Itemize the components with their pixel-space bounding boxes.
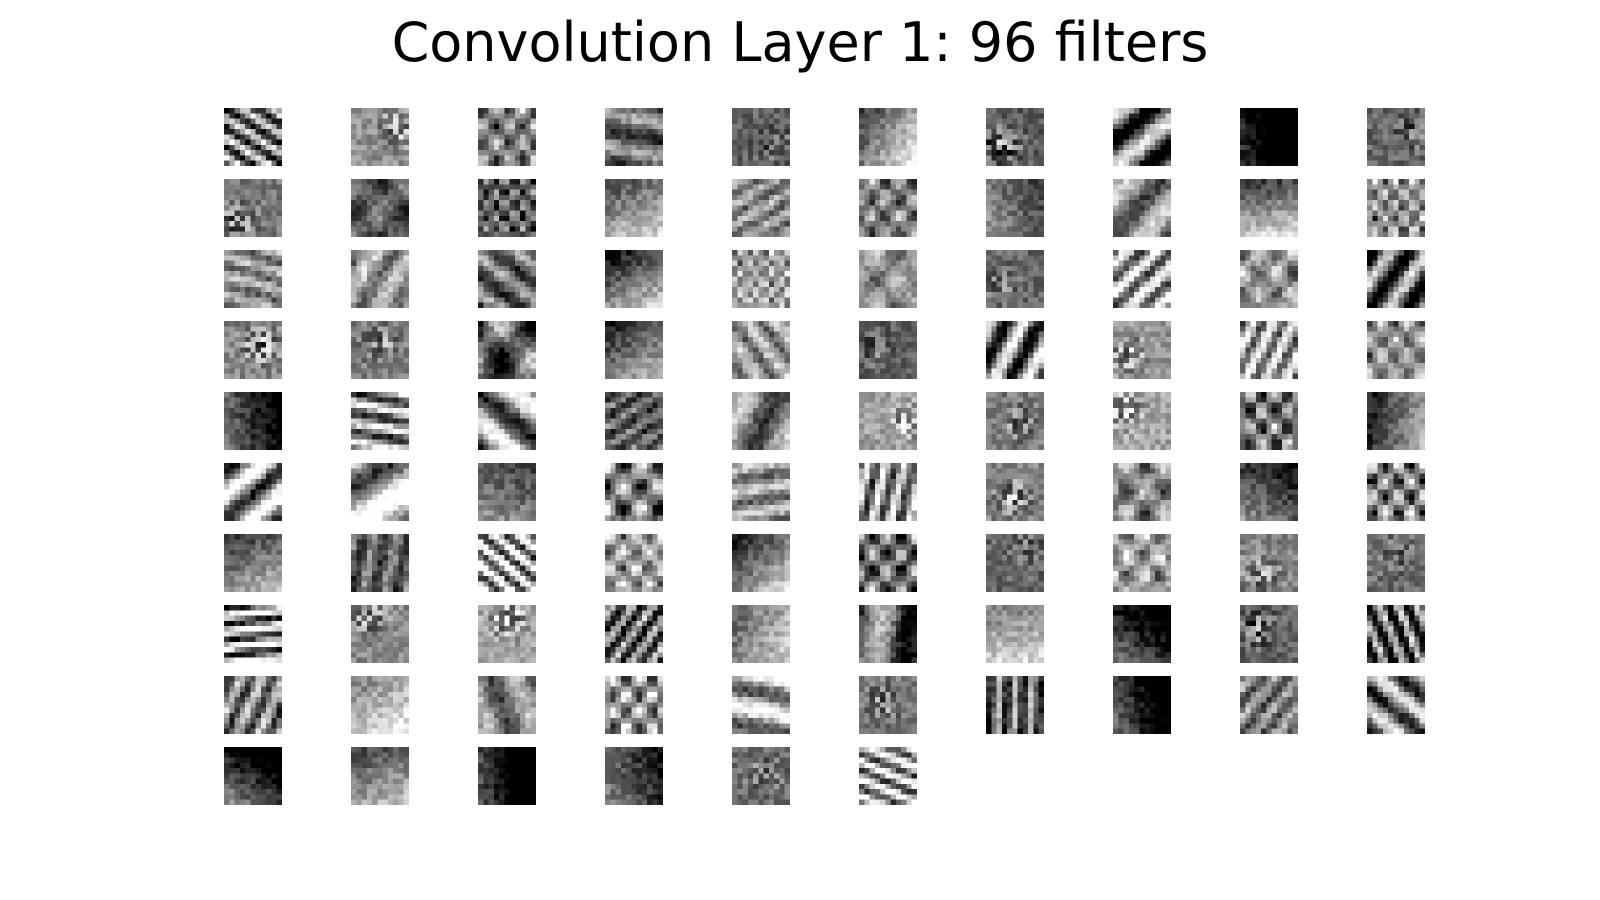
- filter-9: [1240, 108, 1298, 166]
- filter-60: [1367, 463, 1425, 521]
- filter-96: [859, 747, 917, 805]
- filter-65: [732, 534, 790, 592]
- filter-7: [986, 108, 1044, 166]
- filter-63: [478, 534, 536, 592]
- filter-16: [859, 179, 917, 237]
- filter-12: [351, 179, 409, 237]
- filter-45: [732, 392, 790, 450]
- filter-5: [732, 108, 790, 166]
- filter-70: [1367, 534, 1425, 592]
- filter-77: [986, 605, 1044, 663]
- filter-84: [605, 676, 663, 734]
- filter-66: [859, 534, 917, 592]
- filter-26: [859, 250, 917, 308]
- filter-50: [1367, 392, 1425, 450]
- filter-27: [986, 250, 1044, 308]
- filter-75: [732, 605, 790, 663]
- filter-41: [224, 392, 282, 450]
- filter-44: [605, 392, 663, 450]
- filter-86: [859, 676, 917, 734]
- filter-61: [224, 534, 282, 592]
- filter-20: [1367, 179, 1425, 237]
- filter-10: [1367, 108, 1425, 166]
- filter-3: [478, 108, 536, 166]
- filter-23: [478, 250, 536, 308]
- filter-40: [1367, 321, 1425, 379]
- filter-25: [732, 250, 790, 308]
- filter-85: [732, 676, 790, 734]
- filter-29: [1240, 250, 1298, 308]
- filter-33: [478, 321, 536, 379]
- filter-57: [986, 463, 1044, 521]
- filter-95: [732, 747, 790, 805]
- filter-47: [986, 392, 1044, 450]
- filter-22: [351, 250, 409, 308]
- filter-58: [1113, 463, 1171, 521]
- filter-8: [1113, 108, 1171, 166]
- filter-80: [1367, 605, 1425, 663]
- filter-52: [351, 463, 409, 521]
- filter-76: [859, 605, 917, 663]
- filter-54: [605, 463, 663, 521]
- filter-39: [1240, 321, 1298, 379]
- filter-42: [351, 392, 409, 450]
- filter-92: [351, 747, 409, 805]
- filter-90: [1367, 676, 1425, 734]
- filter-91: [224, 747, 282, 805]
- filter-62: [351, 534, 409, 592]
- filter-28: [1113, 250, 1171, 308]
- filter-2: [351, 108, 409, 166]
- filter-67: [986, 534, 1044, 592]
- filter-15: [732, 179, 790, 237]
- filter-34: [605, 321, 663, 379]
- filter-88: [1113, 676, 1171, 734]
- filter-24: [605, 250, 663, 308]
- filter-6: [859, 108, 917, 166]
- filter-51: [224, 463, 282, 521]
- filter-37: [986, 321, 1044, 379]
- filter-18: [1113, 179, 1171, 237]
- filter-43: [478, 392, 536, 450]
- figure-title: Convolution Layer 1: 96 filters: [391, 11, 1209, 74]
- filter-32: [351, 321, 409, 379]
- filter-87: [986, 676, 1044, 734]
- filter-81: [224, 676, 282, 734]
- filter-36: [859, 321, 917, 379]
- filter-64: [605, 534, 663, 592]
- filter-4: [605, 108, 663, 166]
- filter-19: [1240, 179, 1298, 237]
- filter-82: [351, 676, 409, 734]
- filter-38: [1113, 321, 1171, 379]
- filter-30: [1367, 250, 1425, 308]
- filter-56: [859, 463, 917, 521]
- filter-53: [478, 463, 536, 521]
- filter-68: [1113, 534, 1171, 592]
- filter-46: [859, 392, 917, 450]
- filter-59: [1240, 463, 1298, 521]
- filter-78: [1113, 605, 1171, 663]
- filter-14: [605, 179, 663, 237]
- filter-35: [732, 321, 790, 379]
- filter-83: [478, 676, 536, 734]
- filter-11: [224, 179, 282, 237]
- filter-69: [1240, 534, 1298, 592]
- filter-13: [478, 179, 536, 237]
- filter-31: [224, 321, 282, 379]
- filter-17: [986, 179, 1044, 237]
- filter-79: [1240, 605, 1298, 663]
- filter-72: [351, 605, 409, 663]
- filter-74: [605, 605, 663, 663]
- filter-1: [224, 108, 282, 166]
- filter-73: [478, 605, 536, 663]
- filter-71: [224, 605, 282, 663]
- filter-49: [1240, 392, 1298, 450]
- filter-93: [478, 747, 536, 805]
- filter-94: [605, 747, 663, 805]
- filter-89: [1240, 676, 1298, 734]
- filter-21: [224, 250, 282, 308]
- filter-55: [732, 463, 790, 521]
- filter-48: [1113, 392, 1171, 450]
